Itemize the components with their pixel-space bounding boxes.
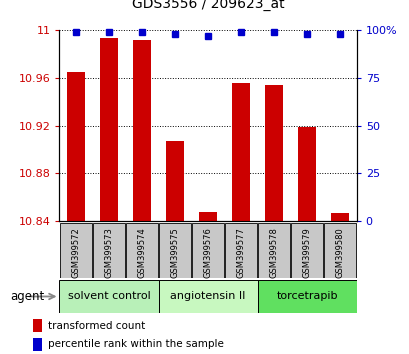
Bar [159, 223, 191, 278]
Bar [133, 40, 151, 221]
Text: GDS3556 / 209623_at: GDS3556 / 209623_at [131, 0, 284, 11]
Bar [324, 223, 355, 278]
Text: GSM399576: GSM399576 [203, 227, 212, 278]
Text: GSM399575: GSM399575 [170, 227, 179, 278]
Text: GSM399577: GSM399577 [236, 227, 245, 278]
Bar [59, 280, 158, 313]
Text: transformed count: transformed count [48, 321, 145, 331]
Bar [100, 39, 118, 221]
Bar [257, 280, 356, 313]
Bar [67, 72, 85, 221]
Text: GSM399580: GSM399580 [335, 227, 344, 278]
Bar [231, 83, 249, 221]
Bar [60, 223, 92, 278]
Bar [126, 223, 157, 278]
Bar [264, 85, 283, 221]
Bar [192, 223, 223, 278]
Text: GSM399574: GSM399574 [137, 227, 146, 278]
Bar [158, 280, 257, 313]
Text: GSM399573: GSM399573 [104, 227, 113, 278]
Text: GSM399578: GSM399578 [269, 227, 278, 278]
Bar [93, 223, 124, 278]
Bar [330, 213, 348, 221]
Bar [198, 212, 217, 221]
Bar [33, 319, 41, 332]
Bar [166, 141, 184, 221]
Text: GSM399572: GSM399572 [71, 227, 80, 278]
Bar [258, 223, 289, 278]
Text: percentile rank within the sample: percentile rank within the sample [48, 339, 223, 349]
Text: angiotensin II: angiotensin II [170, 291, 245, 302]
Bar [290, 223, 322, 278]
Text: torcetrapib: torcetrapib [276, 291, 337, 302]
Bar [225, 223, 256, 278]
Text: GSM399579: GSM399579 [302, 227, 311, 278]
Bar [297, 127, 315, 221]
Bar [33, 338, 41, 351]
Text: solvent control: solvent control [67, 291, 150, 302]
Text: agent: agent [10, 290, 45, 303]
